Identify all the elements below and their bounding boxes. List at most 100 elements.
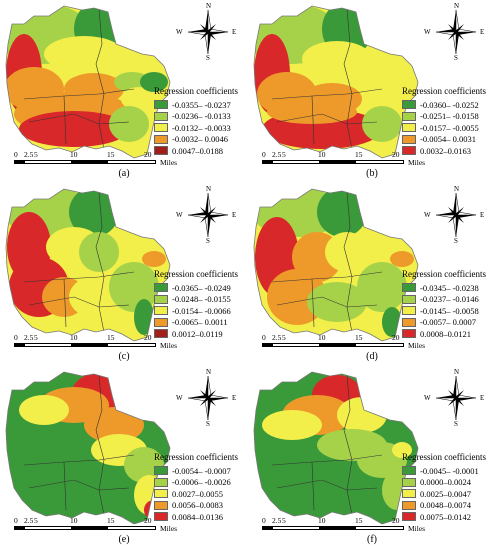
legend-item: 0.0032–0.0163 [402, 145, 486, 157]
compass-e-label: E [232, 394, 237, 402]
choropleth-map [5, 188, 171, 342]
panel-caption: (f) [367, 534, 377, 545]
legend-item: -0.0065– 0.0011 [154, 317, 238, 329]
legend-label: 0.0075–0.0142 [420, 511, 471, 522]
legend-swatch [154, 306, 168, 316]
legend-swatch [154, 489, 168, 499]
compass-s-label: S [454, 237, 458, 245]
district-boundary [276, 296, 378, 308]
compass-e-label: E [480, 394, 485, 402]
scale-tick-label: 5 [282, 150, 286, 159]
legend-item: -0.0154– -0.0066 [154, 305, 238, 317]
scale-tick-label: 2.5 [24, 333, 34, 342]
scale-tick-label: 5 [34, 516, 38, 525]
legend-item: 0.0012–0.0119 [154, 328, 238, 340]
legend-label: -0.0345– -0.0238 [420, 282, 479, 293]
scale-tick-label: 15 [355, 333, 363, 342]
legend-label: 0.0012–0.0119 [172, 328, 223, 339]
scale-tick-label: 10 [70, 333, 78, 342]
legend-item: -0.0365– -0.0249 [154, 282, 238, 294]
scale-tick-label: 2.5 [24, 150, 34, 159]
legend-swatch [402, 134, 416, 144]
north-arrow: N S W E [424, 2, 485, 62]
map-panel: N S W E Regression coefficients -0.0360– -0.0… [248, 0, 495, 183]
compass-w-label: W [424, 28, 431, 36]
scale-tick-label: 0 [262, 333, 266, 342]
legend-item: -0.0054– 0.0031 [402, 134, 486, 146]
compass-e-label: E [232, 211, 237, 219]
legend-swatch [402, 489, 416, 499]
legend-label: 0.0048–0.0074 [420, 500, 471, 511]
coefficient-zone [307, 282, 367, 322]
scale-tick-label: 5 [282, 516, 286, 525]
scale-unit: Miles [408, 341, 426, 350]
legend-swatch [402, 329, 416, 339]
panel-caption: (d) [366, 351, 378, 362]
coefficient-zone [317, 189, 367, 237]
scale-tick-label: 15 [355, 150, 363, 159]
scale-tick-label: 20 [144, 516, 152, 525]
legend: Regression coefficients -0.0355– -0.0237-… [154, 86, 238, 157]
scale-ticks: 0 2.5 5 10 15 20 [14, 333, 156, 342]
scale-bar: 0 2.5 5 10 15 20 Miles [262, 333, 425, 350]
compass-w-label: W [424, 394, 431, 402]
legend-label: 0.0027–0.0055 [172, 488, 223, 499]
compass-n-label: N [454, 368, 460, 376]
coefficient-zone [392, 442, 412, 458]
legend-item: -0.0145– -0.0058 [402, 305, 486, 317]
scale-bar: 0 2.5 5 10 15 20 Miles [14, 516, 177, 533]
panel-caption: (c) [118, 351, 130, 362]
legend-swatch [154, 466, 168, 476]
compass-rose-icon [187, 192, 229, 238]
scale-tick-label: 0 [14, 333, 18, 342]
legend-title: Regression coefficients [402, 86, 487, 96]
legend-label: -0.0365– -0.0249 [172, 282, 231, 293]
scale-bar: 0 2.5 5 10 15 20 Miles [14, 150, 177, 167]
scale-tick-label: 5 [34, 150, 38, 159]
map-panel: N S W E Regression coefficients -0.0365– -0.0… [0, 183, 247, 366]
legend-label: -0.0236– -0.0133 [172, 111, 231, 122]
legend-item: -0.0057– 0.0007 [402, 317, 486, 329]
coefficient-zone [302, 41, 372, 77]
compass-w-label: W [176, 394, 183, 402]
scale-tick-label: 2.5 [272, 333, 282, 342]
legend-label: -0.0360– -0.0252 [420, 99, 479, 110]
map-panel: N S W E Regression coefficients -0.0045– -0.0… [248, 366, 495, 549]
legend-title: Regression coefficients [154, 86, 239, 96]
scale-unit: Miles [408, 158, 426, 167]
coefficient-zone [114, 72, 150, 92]
scale-ticks: 0 2.5 5 10 15 20 [14, 150, 156, 159]
compass-e-label: E [480, 28, 485, 36]
coefficient-zone [388, 69, 416, 89]
choropleth-map [5, 371, 171, 525]
scale-tick-label: 2.5 [272, 150, 282, 159]
legend-label: -0.0054– 0.0031 [420, 134, 476, 145]
legend-swatch [154, 317, 168, 327]
legend-title: Regression coefficients [154, 269, 239, 279]
compass-s-label: S [206, 237, 210, 245]
legend-item: 0.0075–0.0142 [402, 511, 486, 523]
legend: Regression coefficients -0.0054– -0.0007-… [154, 452, 238, 523]
legend-swatch [154, 123, 168, 133]
north-arrow: N S W E [176, 368, 237, 428]
scale-tick-label: 10 [70, 516, 78, 525]
district-boundary [28, 113, 130, 125]
legend: Regression coefficients -0.0345– -0.0238-… [402, 269, 486, 340]
legend-label: -0.0057– 0.0007 [420, 317, 476, 328]
panel-caption: (a) [118, 168, 130, 179]
scale-bar: 0 2.5 5 10 15 20 Miles [262, 150, 425, 167]
legend-item: -0.0355– -0.0237 [154, 99, 238, 111]
district-boundary [23, 271, 135, 283]
compass-w-label: W [176, 28, 183, 36]
legend-item: -0.0251– -0.0158 [402, 111, 486, 123]
district-boundary [343, 191, 353, 333]
legend-item: 0.0047–0.0188 [154, 145, 238, 157]
legend-swatch [154, 500, 168, 510]
district-boundary [28, 479, 130, 491]
legend-swatch [402, 100, 416, 110]
district-boundary [63, 278, 67, 328]
legend-item: -0.0006– -0.0026 [154, 477, 238, 489]
county-outline [253, 371, 419, 525]
legend-label: -0.0248– -0.0155 [172, 294, 231, 305]
legend-swatch [402, 512, 416, 522]
